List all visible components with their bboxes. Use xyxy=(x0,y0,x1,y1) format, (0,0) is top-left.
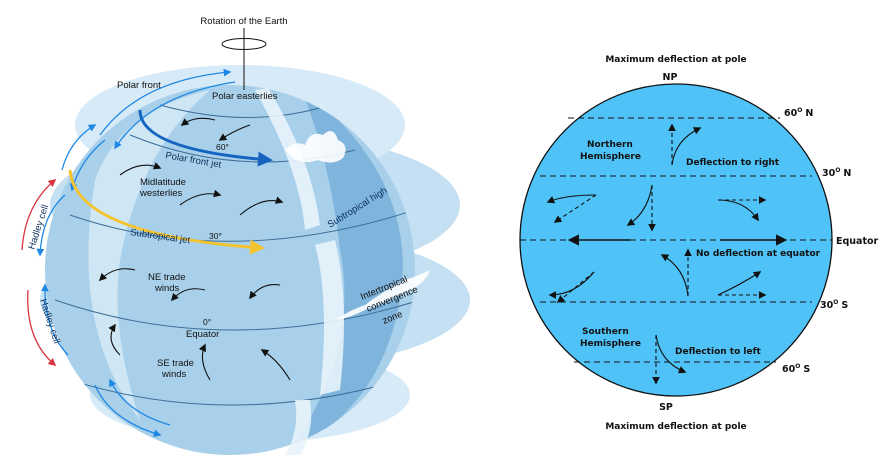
deflected-path-arrow xyxy=(717,271,762,296)
midlatitude-label-2: westerlies xyxy=(139,188,182,199)
polar-front-label: Polar front xyxy=(117,80,161,91)
lower-band xyxy=(285,400,312,455)
cloud-itcz xyxy=(335,270,430,320)
hadley-cell-loop-north xyxy=(21,179,57,251)
globe-highlight xyxy=(88,90,210,420)
deflected-path-arrow xyxy=(548,271,595,299)
trade-arrow-se xyxy=(108,323,121,356)
polar-easterly-arrow xyxy=(180,117,216,126)
cloud-north xyxy=(285,131,346,163)
southern-cell-loop xyxy=(109,378,171,426)
subtropical-high-band xyxy=(255,88,320,230)
ne-trade-label-1: NE trade xyxy=(148,272,186,283)
trade-arrow-ne xyxy=(98,268,136,282)
lat-30n-label: 30O N xyxy=(822,167,851,179)
south-pole-label: SP xyxy=(659,402,673,413)
max-deflection-top-label: Maximum deflection at pole xyxy=(605,55,746,65)
latitude-line-polar xyxy=(159,104,331,118)
ne-trade-label-2: winds xyxy=(154,283,180,294)
latitude-line-30s xyxy=(69,379,401,406)
lat-0-label: 0° xyxy=(203,317,211,327)
deflected-path-arrow xyxy=(655,334,687,374)
globe-panel: Rotation of the Earth Polar front Polar … xyxy=(21,16,470,455)
trade-arrow-se xyxy=(260,349,291,381)
subtropical-jet xyxy=(68,169,265,255)
hadley-cell-loop-south xyxy=(27,289,57,366)
southern-hemisphere-label-2: Hemisphere xyxy=(580,339,641,349)
deflected-path-arrow xyxy=(660,254,689,297)
latitude-line-0 xyxy=(54,299,415,331)
no-deflection-label: No deflection at equator xyxy=(696,249,821,259)
midlatitude-label-1: Midlatitude xyxy=(140,177,186,188)
lat-30-label: 30° xyxy=(209,231,222,241)
deflection-left-label: Deflection to left xyxy=(675,347,762,357)
max-deflection-bottom-label: Maximum deflection at pole xyxy=(605,422,746,432)
polar-easterlies-label: Polar easterlies xyxy=(212,91,278,102)
lat-30s-label: 30O S xyxy=(820,299,848,311)
polar-cell-loop xyxy=(114,81,236,150)
trade-arrow-se xyxy=(198,343,211,381)
trade-arrow-ne xyxy=(170,288,206,302)
deflected-path-arrow xyxy=(546,194,597,204)
intended-path-arrow xyxy=(553,194,597,223)
rotation-label: Rotation of the Earth xyxy=(200,16,287,27)
lat-60s-label: 60O S xyxy=(782,363,810,375)
northern-hemisphere-label-2: Hemisphere xyxy=(580,152,641,162)
itcz-band xyxy=(315,240,344,395)
lat-60-label: 60° xyxy=(216,142,229,152)
intended-path-arrow xyxy=(556,271,595,303)
deflection-right-label: Deflection to right xyxy=(686,158,780,168)
westerly-arrow xyxy=(239,196,284,216)
ferrel-cell-loop xyxy=(61,124,97,171)
coriolis-panel: Maximum deflection at pole NP 60O N North… xyxy=(519,55,879,432)
globe-shadow xyxy=(290,85,403,450)
southern-cell-loop xyxy=(94,384,162,437)
northern-hemisphere-label-1: Northern xyxy=(587,140,633,150)
southern-hemisphere-label-1: Southern xyxy=(582,327,629,337)
polar-easterly-arrow xyxy=(218,124,251,141)
equator-label: Equator xyxy=(186,329,219,340)
hadley-cell-loop-south xyxy=(40,283,69,356)
equator-label-right: Equator xyxy=(836,236,879,247)
latitude-line-30 xyxy=(69,209,415,242)
polar-cell-loop xyxy=(99,68,232,136)
westerly-arrow xyxy=(119,162,162,176)
westerly-arrow xyxy=(179,189,222,206)
se-trade-label-2: winds xyxy=(161,369,187,380)
hadley-cell-loop-north xyxy=(36,194,66,257)
deflected-path-arrow xyxy=(717,199,759,222)
polar-front-jet xyxy=(138,109,273,167)
se-trade-label-1: SE trade xyxy=(157,358,194,369)
deflected-path-arrow xyxy=(626,184,653,226)
lat-60n-label: 60O N xyxy=(784,107,813,119)
trade-arrow-ne xyxy=(249,283,281,300)
deflected-path-arrow xyxy=(671,127,702,166)
north-pole-label: NP xyxy=(663,72,678,83)
